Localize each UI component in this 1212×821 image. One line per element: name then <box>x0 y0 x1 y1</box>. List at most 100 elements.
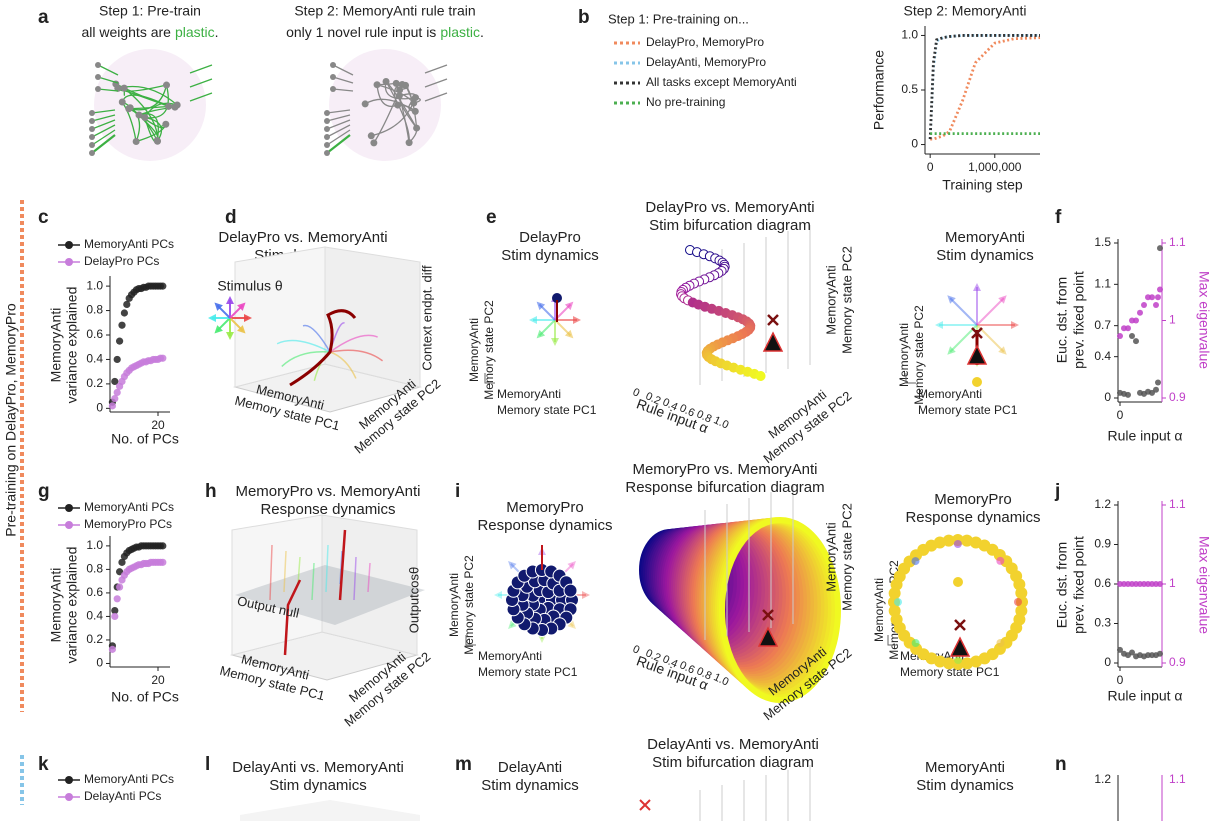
panel-label: d <box>225 207 237 228</box>
step-subtitle: only 1 novel rule input isplastic. <box>286 24 484 40</box>
legend-title: Step 1: Pre-training on... <box>608 11 749 26</box>
response-state <box>564 584 577 597</box>
input-node <box>324 118 330 124</box>
fixed-point-cross <box>640 800 650 810</box>
series-line <box>930 38 1040 139</box>
flow-arrow-head <box>494 591 502 599</box>
line-point <box>116 338 123 345</box>
panel-title: Response bifurcation diagram <box>625 479 824 496</box>
x-axis-label: Rule input α <box>1107 688 1182 704</box>
network-node <box>399 81 406 88</box>
x-tick-label: 20 <box>151 673 165 687</box>
input-node <box>324 142 330 148</box>
input-node <box>324 150 330 156</box>
panel-label: f <box>1055 207 1062 228</box>
panel-label: h <box>205 481 217 502</box>
step-subtitle: all weights areplastic. <box>81 24 218 40</box>
text-part: plastic <box>440 24 480 40</box>
y-axis-label: prev. fixed point <box>1071 536 1087 634</box>
fixed-point-triangle <box>951 638 969 656</box>
network-bg <box>94 49 206 161</box>
y-axis-label: variance explained <box>64 547 80 664</box>
y-tick-label: 1.0 <box>901 28 918 42</box>
y-tick-label: 0.4 <box>1094 349 1111 363</box>
panel-label: k <box>38 754 49 775</box>
flow-marker <box>911 557 919 565</box>
network-node <box>127 104 134 111</box>
y-tick-label: 0.8 <box>86 562 103 576</box>
y-tick-label: 0.2 <box>86 376 103 390</box>
flow-arrow-head <box>529 316 537 324</box>
scatter-point <box>1137 310 1143 316</box>
legend-marker <box>65 258 73 266</box>
panel-title: Stim dynamics <box>481 777 579 794</box>
y-axis-label: Euc. dst. from <box>1054 277 1070 363</box>
panel-label: a <box>38 7 49 28</box>
line-point <box>109 646 116 653</box>
network-node <box>121 85 128 92</box>
stimulus-label: Stimulus θ <box>217 278 283 294</box>
y2-tick-label: 0.9 <box>1169 390 1186 404</box>
input-node <box>89 134 95 140</box>
stimulus-ray-head <box>208 314 216 322</box>
flow-arrow <box>950 298 977 325</box>
axis-label: MemoryAnti <box>918 387 982 401</box>
text-part: . <box>215 24 219 40</box>
axis-label: Memory state PC1 <box>478 665 578 679</box>
flow-marker <box>954 656 962 664</box>
flow-arrow-head <box>1011 321 1019 329</box>
y-tick-label: 0 <box>96 401 103 415</box>
legend-marker <box>65 521 73 529</box>
alpha-tick-label: 1.0 <box>712 671 731 688</box>
y-tick-label: 1.0 <box>86 278 103 292</box>
y2-tick-label: 1 <box>1169 576 1176 590</box>
input-node <box>95 86 101 92</box>
box-3d <box>240 800 420 821</box>
y-tick-label: 0 <box>1104 390 1111 404</box>
stimulus-ray-head <box>226 296 234 304</box>
side-label: Pre-training on DelayPro, MemoryPro <box>3 303 19 537</box>
axis-label: Context endpt. diff <box>419 265 434 371</box>
y2-tick-label: 1.1 <box>1169 772 1186 786</box>
y-tick-label: 0.2 <box>86 632 103 646</box>
network-node <box>133 138 140 145</box>
y-tick-label: 0.6 <box>86 585 103 599</box>
panel-title: DelayPro vs. MemoryAnti <box>645 199 814 216</box>
x-tick-label: 1,000,000 <box>968 160 1022 174</box>
network-node <box>412 108 419 115</box>
input-node <box>330 62 336 68</box>
y-tick-label: 0.8 <box>86 303 103 317</box>
panel-title: MemoryAnti <box>945 229 1025 246</box>
legend-label: MemoryPro PCs <box>84 517 172 531</box>
scatter-point <box>1157 581 1163 587</box>
input-node <box>89 110 95 116</box>
response-state <box>1015 587 1027 599</box>
fixed-point <box>972 377 982 387</box>
legend-label: MemoryAnti PCs <box>84 772 174 786</box>
scatter-point <box>1155 380 1161 386</box>
network-node <box>154 138 161 145</box>
y-tick-label: 1.5 <box>1094 235 1111 249</box>
input-node <box>95 62 101 68</box>
page: abcdefghijklmnPre-training on DelayPro, … <box>0 0 1212 821</box>
panel-title: MemoryPro vs. MemoryAnti <box>235 483 420 500</box>
input-node <box>330 86 336 92</box>
flow-arrow-head <box>573 316 581 324</box>
y2-axis-label: Max eigenvalue <box>1196 271 1212 369</box>
y-tick-label: 0.5 <box>901 82 918 96</box>
text-part: all weights are <box>81 24 171 40</box>
scatter-point <box>1155 294 1161 300</box>
network-node <box>410 100 417 107</box>
stimulus-ray-head <box>226 332 234 340</box>
y-tick-label: 0.6 <box>86 327 103 341</box>
network-node <box>370 139 377 146</box>
axis-label: MemoryAnti <box>467 318 481 382</box>
fixed-point-triangle <box>968 346 986 364</box>
panel-title: MemoryPro vs. MemoryAnti <box>632 461 817 478</box>
scatter-point <box>1125 325 1131 331</box>
flow-marker <box>954 540 962 548</box>
network-node <box>163 82 170 89</box>
legend-marker <box>65 776 73 784</box>
panel-title: Stim dynamics <box>916 777 1014 794</box>
line-point <box>159 283 166 290</box>
